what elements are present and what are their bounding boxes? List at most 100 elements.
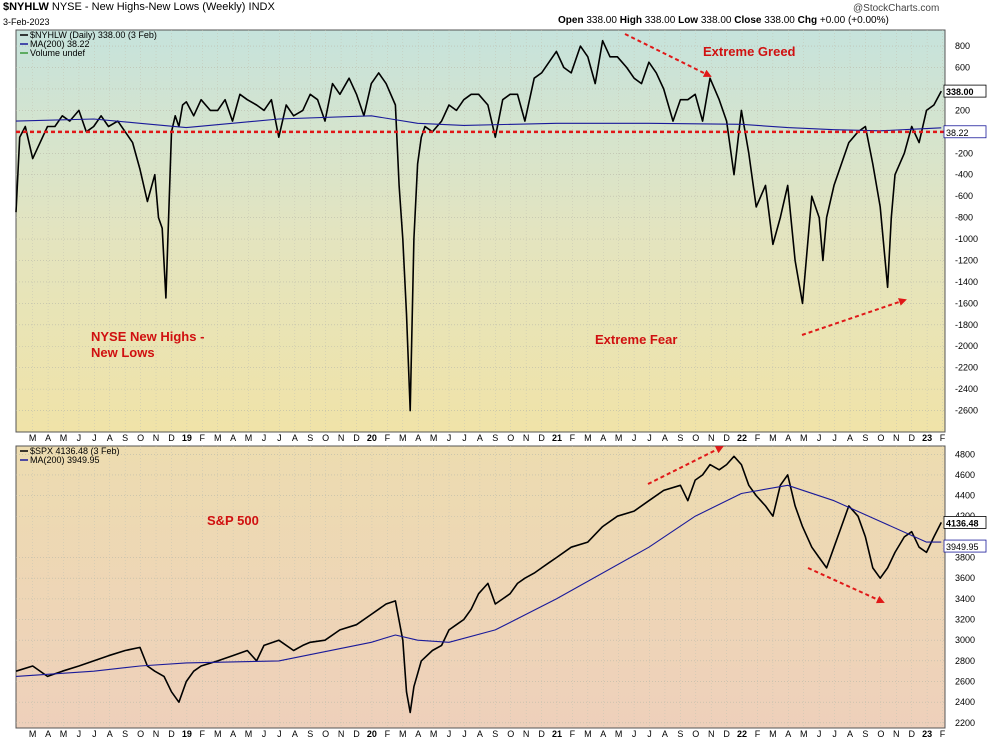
top-x-tick-label: O: [322, 433, 329, 443]
bottom-legend-item: MA(200) 3949.95: [30, 455, 100, 465]
bottom-x-tick-label: A: [230, 729, 236, 739]
top-x-tick-label: M: [245, 433, 253, 443]
annotation-extreme-greed: Extreme Greed: [703, 44, 796, 59]
bottom-x-tick-label: M: [29, 729, 37, 739]
bottom-x-tick-label: N: [153, 729, 160, 739]
annotation-nyse-title-1: NYSE New Highs -: [91, 329, 204, 344]
bottom-x-tick-label: J: [262, 729, 267, 739]
bottom-series-price: [15, 455, 943, 714]
top-x-tick-label: J: [832, 433, 837, 443]
top-y-tick-label: -1800: [955, 320, 978, 330]
top-panel-bg: [15, 29, 946, 433]
bottom-x-tick-label: S: [122, 729, 128, 739]
top-x-tick-label: S: [492, 433, 498, 443]
top-x-tick-label: F: [940, 433, 946, 443]
bottom-y-tick-label: 3600: [955, 573, 975, 583]
bottom-ma-value-box: [943, 539, 987, 553]
bottom-x-tick-label: J: [832, 729, 837, 739]
bottom-x-tick-label: J: [647, 729, 652, 739]
top-x-tick-label: F: [755, 433, 761, 443]
bottom-x-tick-label: D: [723, 729, 730, 739]
bottom-x-tick-label: M: [800, 729, 808, 739]
bottom-x-tick-label: 21: [552, 729, 562, 739]
bottom-y-tick-label: 3800: [955, 553, 975, 563]
top-x-tick-label: D: [538, 433, 545, 443]
bottom-x-tick-label: A: [477, 729, 483, 739]
top-x-tick-label: A: [230, 433, 236, 443]
bottom-y-tick-label: 3400: [955, 594, 975, 604]
top-x-tick-label: O: [877, 433, 884, 443]
top-x-tick-label: 20: [367, 433, 377, 443]
bottom-x-tick-label: M: [214, 729, 222, 739]
bottom-y-tick-label: 3200: [955, 615, 975, 625]
bottom-x-tick-label: J: [632, 729, 637, 739]
bottom-x-tick-label: A: [785, 729, 791, 739]
bottom-x-tick-label: J: [817, 729, 822, 739]
top-x-tick-label: M: [615, 433, 623, 443]
bottom-x-tick-label: A: [600, 729, 606, 739]
top-x-tick-label: N: [893, 433, 900, 443]
bottom-x-tick-label: J: [462, 729, 467, 739]
bottom-x-tick-label: A: [107, 729, 113, 739]
top-y-tick-label: -1400: [955, 277, 978, 287]
bottom-x-tick-label: S: [307, 729, 313, 739]
bottom-x-tick-label: A: [45, 729, 51, 739]
bottom-x-tick-label: N: [893, 729, 900, 739]
top-x-tick-label: A: [785, 433, 791, 443]
bottom-x-tick-label: M: [245, 729, 253, 739]
bottom-x-tick-label: J: [277, 729, 282, 739]
bottom-x-tick-label: F: [570, 729, 576, 739]
top-x-tick-label: A: [662, 433, 668, 443]
bottom-series-ma200: [15, 484, 942, 677]
top-x-tick-label: M: [430, 433, 438, 443]
top-x-tick-label: 21: [552, 433, 562, 443]
bottom-x-tick-label: M: [615, 729, 623, 739]
bottom-x-tick-label: J: [447, 729, 452, 739]
top-x-tick-label: S: [677, 433, 683, 443]
bottom-x-tick-label: M: [584, 729, 592, 739]
top-x-tick-label: F: [385, 433, 391, 443]
top-x-tick-label: A: [847, 433, 853, 443]
top-legend-item: $NYHLW (Daily) 338.00 (3 Feb): [30, 30, 157, 40]
top-x-tick-label: D: [908, 433, 915, 443]
bottom-x-tick-label: O: [507, 729, 514, 739]
top-x-tick-label: A: [107, 433, 113, 443]
bottom-last-value-label: 4136.48: [946, 518, 979, 528]
symbol: $NYHLW: [3, 1, 49, 13]
exchange: INDX: [248, 1, 275, 13]
bottom-x-tick-label: 22: [737, 729, 747, 739]
top-x-tick-label: 23: [922, 433, 932, 443]
top-ma-value-label: 38.22: [946, 128, 969, 138]
bottom-x-tick-label: M: [769, 729, 777, 739]
top-y-tick-label: 800: [955, 41, 970, 51]
top-last-value-box: [943, 84, 987, 98]
watermark-logo: @StockCharts.com: [853, 3, 940, 14]
bottom-x-tick-label: D: [168, 729, 175, 739]
top-x-tick-label: A: [477, 433, 483, 443]
bottom-legend-item: $SPX 4136.48 (3 Feb): [30, 446, 120, 456]
top-x-tick-label: N: [708, 433, 715, 443]
top-series-ma200: [15, 115, 942, 132]
bottom-x-tick-label: M: [60, 729, 68, 739]
bottom-y-tick-label: 4800: [955, 449, 975, 459]
bottom-x-tick-label: D: [538, 729, 545, 739]
top-x-tick-label: N: [523, 433, 530, 443]
bottom-x-tick-label: O: [137, 729, 144, 739]
bottom-x-tick-label: A: [292, 729, 298, 739]
bottom-x-tick-label: F: [940, 729, 946, 739]
bottom-x-tick-label: M: [430, 729, 438, 739]
top-x-tick-label: M: [29, 433, 37, 443]
bottom-y-tick-label: 2400: [955, 697, 975, 707]
top-x-tick-label: O: [137, 433, 144, 443]
top-x-tick-label: 19: [182, 433, 192, 443]
top-x-tick-label: M: [214, 433, 222, 443]
top-y-tick-label: 200: [955, 105, 970, 115]
top-y-tick-label: -2600: [955, 406, 978, 416]
bottom-x-tick-label: 19: [182, 729, 192, 739]
bottom-x-tick-label: D: [353, 729, 360, 739]
bottom-y-tick-label: 2600: [955, 677, 975, 687]
top-legend-item: Volume undef: [30, 48, 86, 58]
top-x-tick-label: S: [122, 433, 128, 443]
bottom-panel-bg: [15, 445, 946, 729]
top-x-tick-label: A: [600, 433, 606, 443]
